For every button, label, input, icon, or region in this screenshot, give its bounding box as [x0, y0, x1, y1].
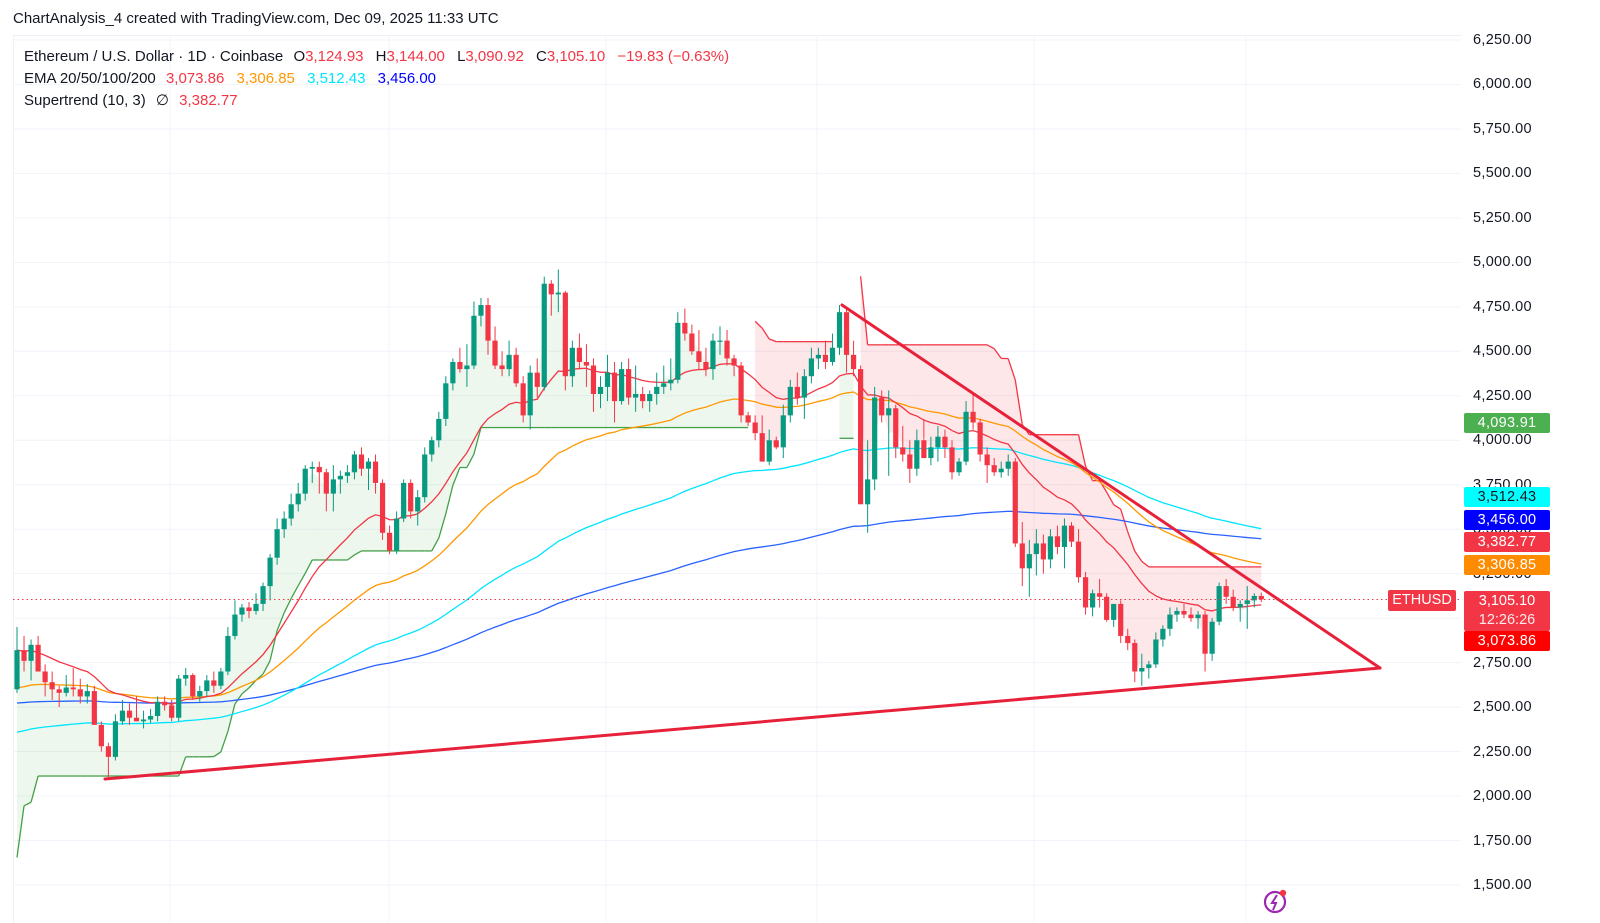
- price-tick: 2,000.00: [1473, 788, 1532, 804]
- legend-ema-row[interactable]: EMA 20/50/100/200 3,073.86 3,306.85 3,51…: [24, 68, 737, 90]
- legend: Ethereum / U.S. Dollar · 1D · Coinbase O…: [24, 46, 737, 112]
- price-tick: 4,000.00: [1473, 432, 1532, 448]
- symbol-label: Ethereum / U.S. Dollar · 1D · Coinbase: [24, 48, 283, 65]
- ema50-badge: 3,306.85: [1464, 555, 1550, 575]
- hidden-icon: ∅: [156, 92, 169, 109]
- ema200-badge: 3,456.00: [1464, 510, 1550, 530]
- supertrend-value: 3,382.77: [179, 92, 237, 109]
- tradingview-bolt-icon[interactable]: [1262, 886, 1292, 916]
- price-tick: 1,500.00: [1473, 877, 1532, 893]
- ema-label: EMA 20/50/100/200: [24, 70, 156, 87]
- price-tick: 5,750.00: [1473, 121, 1532, 137]
- open-value: 3,124.93: [305, 48, 363, 65]
- ema100-value: 3,512.43: [307, 70, 365, 87]
- descending-trendline[interactable]: [842, 305, 1380, 668]
- high-label: H: [376, 48, 387, 65]
- supertrend-badge: 3,382.77: [1464, 532, 1550, 552]
- open-label: O: [293, 48, 305, 65]
- price-tick: 4,750.00: [1473, 299, 1532, 315]
- price-tick: 5,500.00: [1473, 165, 1532, 181]
- ascending-trendline[interactable]: [105, 668, 1380, 779]
- supertrend-label: Supertrend (10, 3): [24, 92, 146, 109]
- symbol-tag: ETHUSD: [1388, 590, 1456, 611]
- ema50-value: 3,306.85: [237, 70, 295, 87]
- price-tick: 4,500.00: [1473, 343, 1532, 359]
- last-price-value: 3,105.10: [1464, 592, 1550, 611]
- price-tick: 1,750.00: [1473, 833, 1532, 849]
- price-tick: 2,750.00: [1473, 655, 1532, 671]
- price-axis[interactable]: 6,250.00 6,000.00 5,750.00 5,500.00 5,250.00…: [1461, 35, 1600, 922]
- change-value: −19.83 (−0.63%): [617, 48, 729, 65]
- supertrend-up-badge: 4,093.91: [1464, 413, 1550, 433]
- ema20-value: 3,073.86: [166, 70, 224, 87]
- ema100-badge: 3,512.43: [1464, 487, 1550, 507]
- high-value: 3,144.00: [387, 48, 445, 65]
- price-tick: 2,250.00: [1473, 744, 1532, 760]
- legend-supertrend-row[interactable]: Supertrend (10, 3) ∅ 3,382.77: [24, 90, 737, 112]
- close-value: 3,105.10: [547, 48, 605, 65]
- legend-symbol-row[interactable]: Ethereum / U.S. Dollar · 1D · Coinbase O…: [24, 46, 737, 68]
- price-tick: 5,000.00: [1473, 254, 1532, 270]
- price-tick: 2,500.00: [1473, 699, 1532, 715]
- ema200-value: 3,456.00: [378, 70, 436, 87]
- price-tick: 6,250.00: [1473, 32, 1532, 48]
- price-tick: 5,250.00: [1473, 210, 1532, 226]
- close-label: C: [536, 48, 547, 65]
- low-value: 3,090.92: [465, 48, 523, 65]
- price-plot[interactable]: [0, 0, 1461, 922]
- price-tick: 4,250.00: [1473, 388, 1532, 404]
- price-tick: 6,000.00: [1473, 76, 1532, 92]
- bar-countdown: 12:26:26: [1464, 611, 1550, 630]
- ema20-badge: 3,073.86: [1464, 631, 1550, 651]
